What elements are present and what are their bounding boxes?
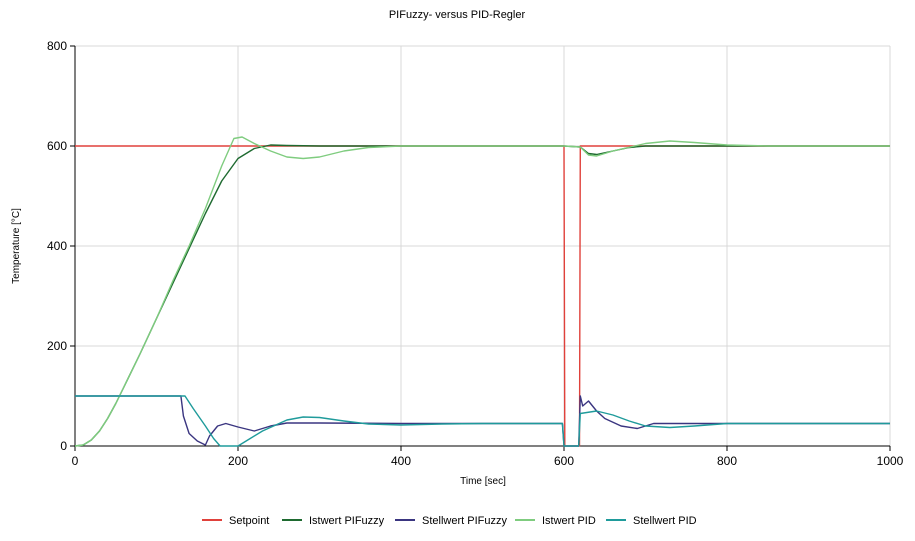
x-tick-label: 800 — [717, 454, 737, 468]
y-tick-label: 200 — [47, 339, 67, 353]
legend-label: Stellwert PIFuzzy — [422, 515, 507, 527]
series-line-setpoint — [75, 145, 890, 447]
x-tick-label: 400 — [391, 454, 411, 468]
y-axis-label: Temperature [°C] — [11, 208, 22, 284]
chart-title: PIFuzzy- versus PID-Regler — [389, 9, 526, 21]
series-line-istwert-pifuzzy — [74, 144, 890, 447]
x-tick-label: 200 — [228, 454, 248, 468]
legend: Setpoint Istwert PIFuzzy Stellwert PIFuzzy… — [202, 515, 697, 527]
x-tick-label: 0 — [72, 454, 79, 468]
legend-label: Stellwert PID — [633, 515, 697, 527]
y-tick-label: 600 — [47, 139, 67, 153]
y-tick-label: 0 — [60, 439, 67, 453]
tick-labels: 0 200 400 600 800 1000 0 200 400 600 800 — [47, 39, 904, 468]
legend-label: Istwert PID — [542, 515, 596, 527]
x-tick-label: 1000 — [877, 454, 904, 468]
legend-label: Istwert PIFuzzy — [309, 515, 385, 527]
y-tick-label: 400 — [47, 239, 67, 253]
axes — [70, 45, 891, 451]
x-axis-label: Time [sec] — [460, 476, 506, 487]
series-lines — [74, 136, 890, 447]
series-line-stellwert-pifuzzy — [75, 395, 890, 447]
series-line-istwert-pid — [74, 136, 890, 447]
grid — [75, 45, 891, 446]
x-tick-label: 600 — [554, 454, 574, 468]
series-line-stellwert-pid — [75, 395, 890, 447]
legend-label: Setpoint — [229, 515, 269, 527]
y-tick-label: 800 — [47, 39, 67, 53]
